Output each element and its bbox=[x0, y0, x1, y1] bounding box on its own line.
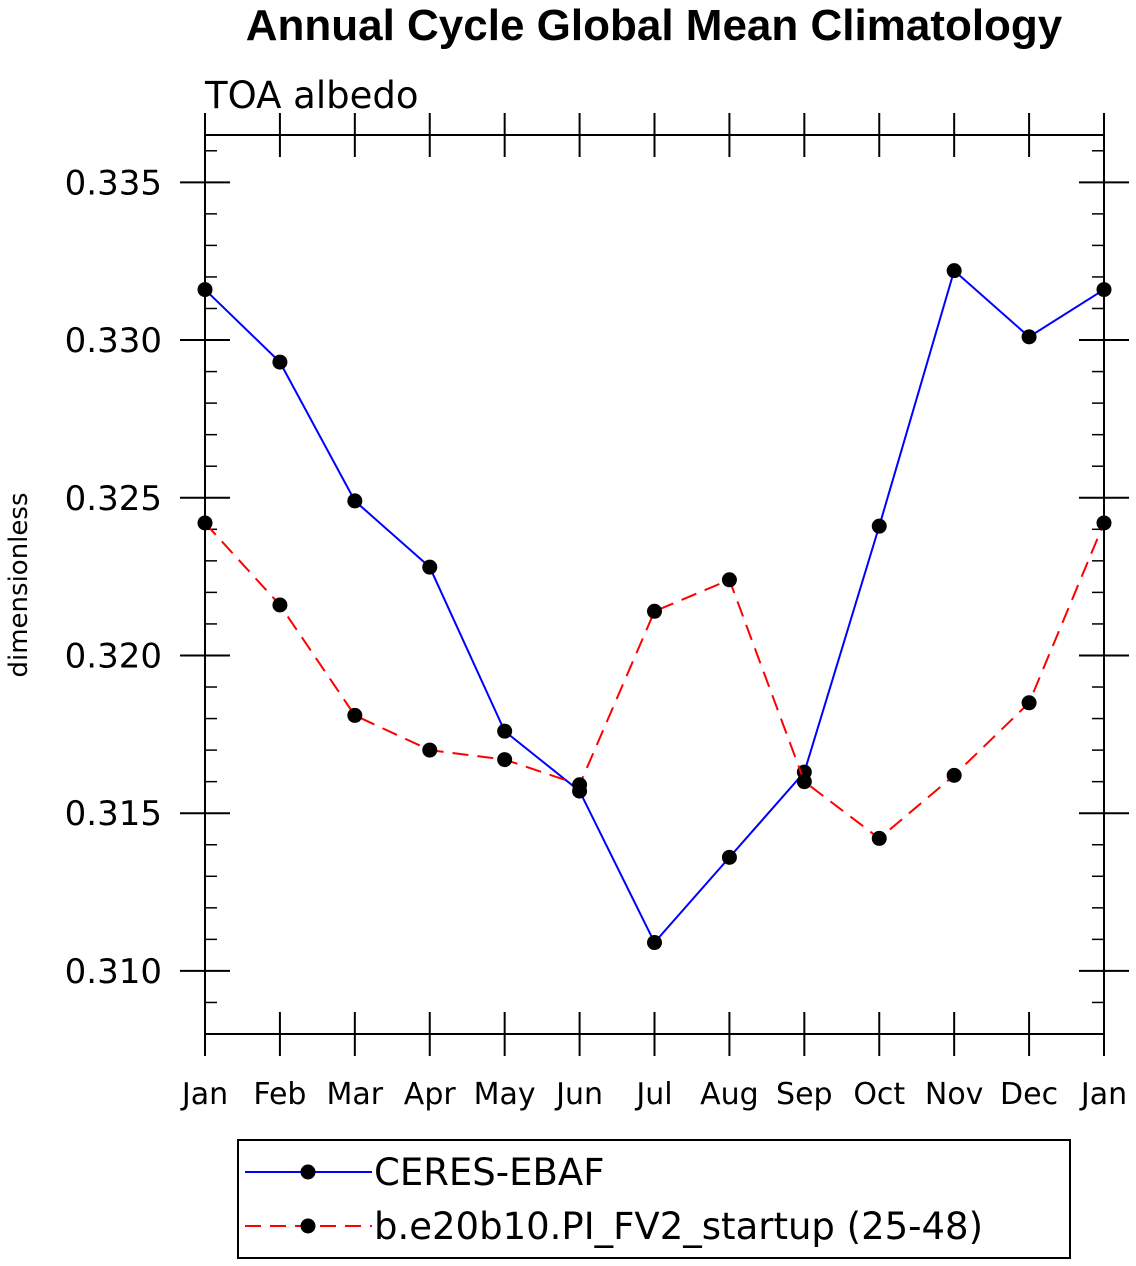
data-point bbox=[871, 518, 887, 534]
series-layer bbox=[197, 263, 1112, 951]
x-tick-label: Oct bbox=[853, 1077, 905, 1112]
y-tick-label: 0.325 bbox=[65, 479, 162, 519]
x-tick-label: Jul bbox=[634, 1077, 672, 1112]
legend-item: CERES-EBAF bbox=[245, 1151, 605, 1194]
axes-layer: 0.310 0.315 0.320 0.325 0.330 0.335 Jan Feb Mar A… bbox=[65, 113, 1129, 1112]
legend-label: CERES-EBAF bbox=[374, 1151, 605, 1194]
data-point bbox=[871, 830, 887, 846]
data-point bbox=[1021, 695, 1037, 711]
x-tick-label: Jun bbox=[554, 1077, 603, 1112]
data-point bbox=[347, 493, 363, 509]
data-point bbox=[422, 742, 438, 758]
y-axis-label: dimensionless bbox=[4, 493, 34, 678]
data-point bbox=[197, 515, 213, 531]
legend-box bbox=[237, 1139, 1071, 1259]
y-tick-label: 0.320 bbox=[65, 636, 162, 676]
data-point bbox=[497, 752, 513, 768]
y-tick-label: 0.330 bbox=[65, 321, 162, 361]
chart-title: Annual Cycle Global Mean Climatology bbox=[246, 1, 1063, 50]
x-tick-label: May bbox=[474, 1077, 536, 1112]
data-point bbox=[1021, 329, 1037, 345]
data-point bbox=[197, 282, 213, 298]
legend-marker bbox=[300, 1218, 316, 1234]
data-point bbox=[721, 849, 737, 865]
series-1 bbox=[197, 263, 1112, 951]
legend-marker bbox=[300, 1164, 316, 1180]
plot-frame bbox=[204, 134, 1105, 1035]
y-tick-label: 0.335 bbox=[65, 163, 162, 203]
x-tick-label: Mar bbox=[327, 1077, 384, 1112]
legend-item: b.e20b10.PI_FV2_startup (25-48) bbox=[245, 1205, 983, 1248]
data-point bbox=[721, 572, 737, 588]
data-point bbox=[946, 767, 962, 783]
data-point bbox=[497, 723, 513, 739]
x-tick-label: Dec bbox=[1000, 1077, 1058, 1112]
legend: CERES-EBAF b.e20b10.PI_FV2_startup (25-48… bbox=[237, 1139, 1071, 1259]
data-point bbox=[572, 777, 588, 793]
x-tick-label: Nov bbox=[925, 1077, 984, 1112]
series-2 bbox=[197, 515, 1112, 846]
data-point bbox=[1096, 515, 1112, 531]
legend-label: b.e20b10.PI_FV2_startup (25-48) bbox=[374, 1205, 983, 1248]
data-point bbox=[796, 774, 812, 790]
x-tick-label: Feb bbox=[253, 1077, 306, 1112]
series-line bbox=[204, 522, 1105, 840]
data-point bbox=[347, 707, 363, 723]
y-tick-label: 0.310 bbox=[65, 952, 162, 992]
y-tick-label: 0.315 bbox=[65, 794, 162, 834]
data-point bbox=[422, 559, 438, 575]
data-point bbox=[946, 263, 962, 279]
data-point bbox=[647, 935, 662, 951]
data-point bbox=[1096, 282, 1112, 298]
x-tick-label: Sep bbox=[776, 1077, 833, 1112]
data-point bbox=[647, 603, 662, 619]
chart-subtitle: TOA albedo bbox=[204, 74, 418, 117]
x-tick-label: Jan bbox=[1079, 1077, 1127, 1112]
x-tick-label: Jan bbox=[180, 1077, 228, 1112]
data-point bbox=[272, 354, 288, 370]
x-tick-label: Apr bbox=[404, 1077, 457, 1112]
data-point bbox=[272, 597, 288, 613]
x-tick-label: Aug bbox=[700, 1077, 759, 1112]
